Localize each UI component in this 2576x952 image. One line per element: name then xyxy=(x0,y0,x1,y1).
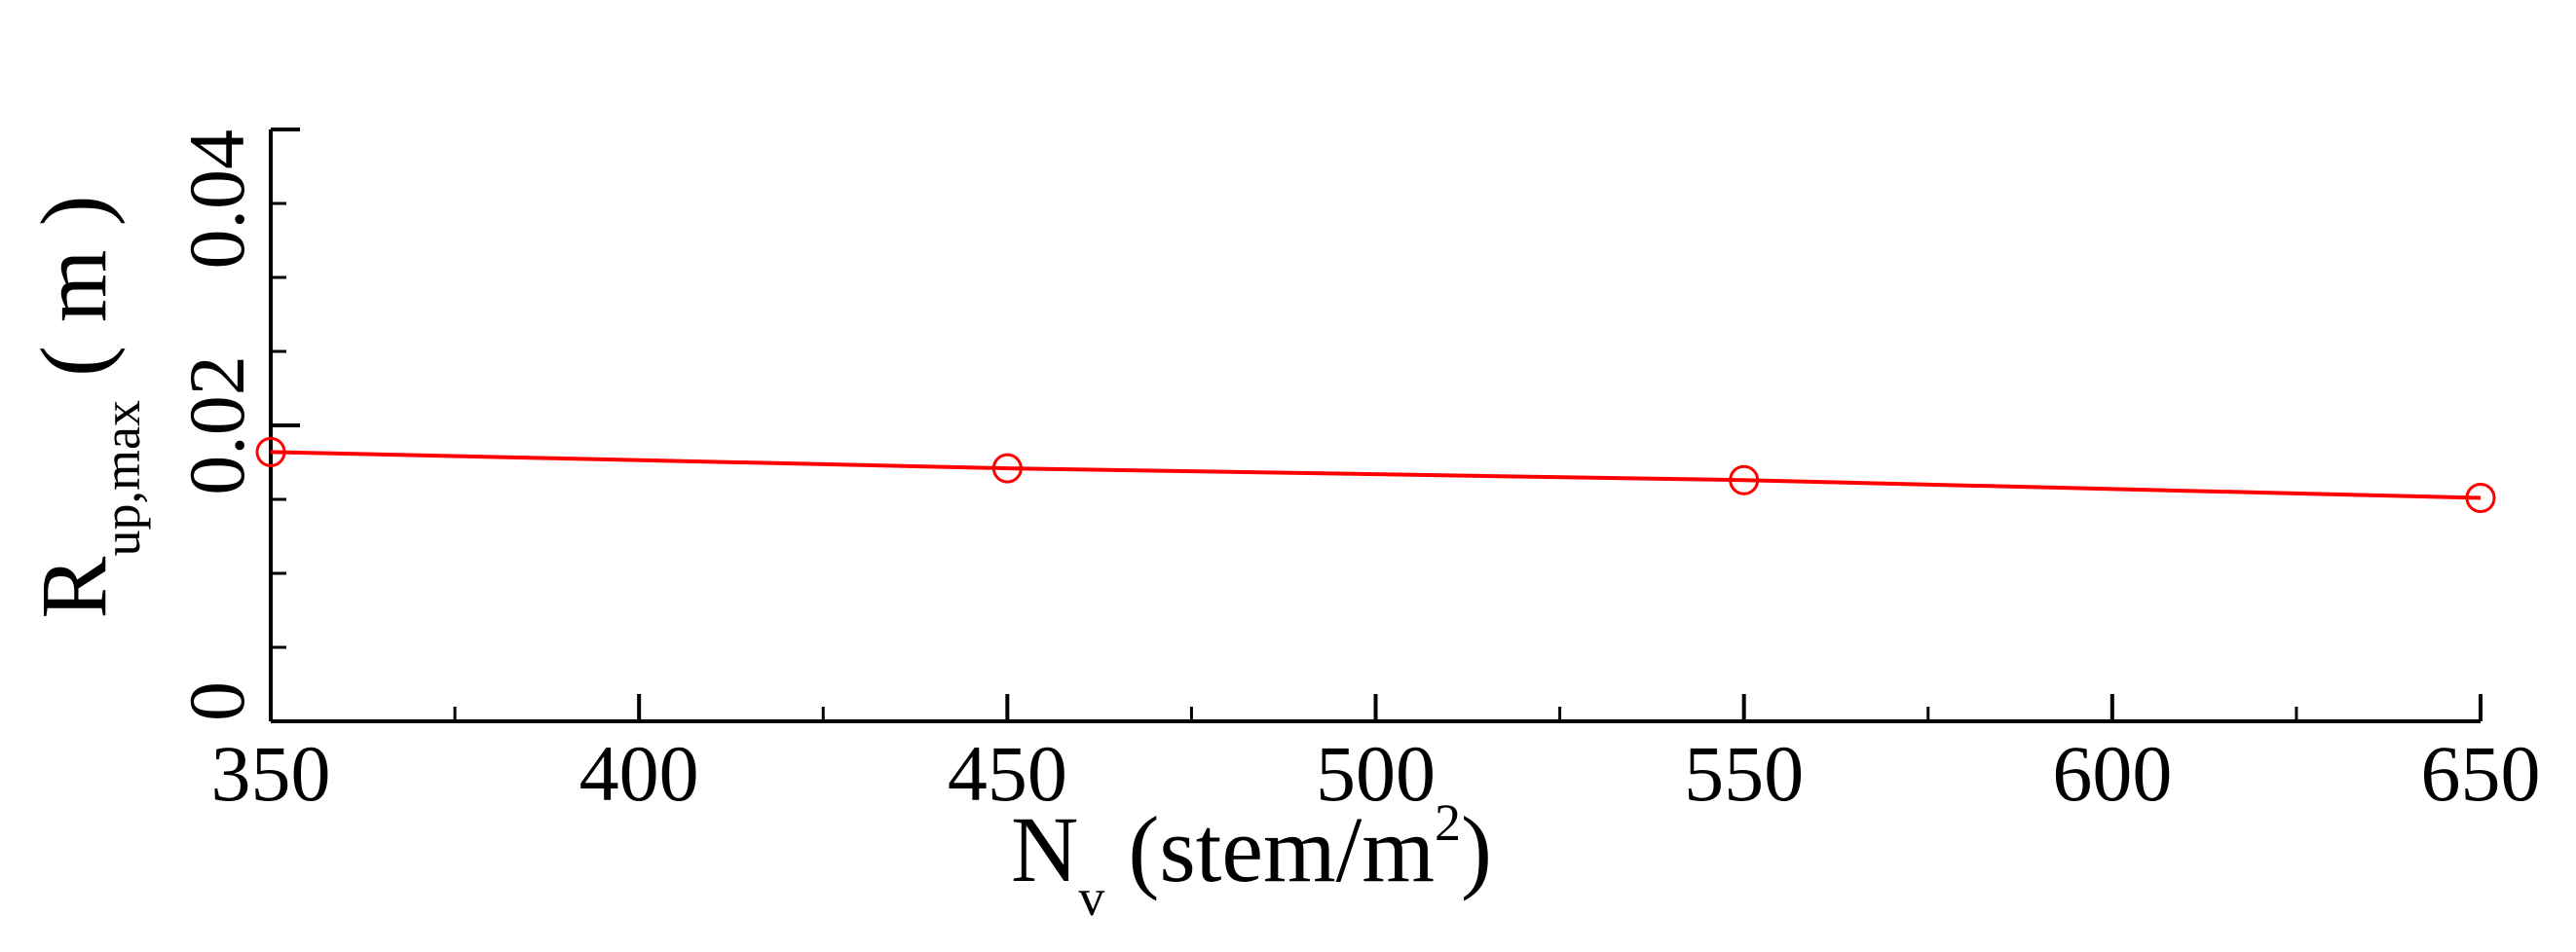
x-axis-title-sub: v xyxy=(1078,868,1104,927)
data-point xyxy=(255,436,286,467)
y-axis-title: Rup,max ( m ) xyxy=(21,195,151,618)
y-minor-ticks xyxy=(271,201,286,649)
x-tick-label: 600 xyxy=(2052,729,2172,818)
x-tick-label: 400 xyxy=(579,729,699,818)
x-tick-label: 500 xyxy=(1316,729,1436,818)
y-axis-title-sub: up,max xyxy=(93,400,151,556)
y-axis-title-main: R xyxy=(21,557,126,619)
y-tick-labels: 0 0.02 0.04 xyxy=(172,129,261,721)
data-point xyxy=(991,453,1023,484)
x-tick-label: 350 xyxy=(211,729,331,818)
x-axis-title-rest: (stem/m xyxy=(1104,797,1435,901)
y-tick-label: 0.02 xyxy=(172,355,261,495)
y-axis-title-rest: ( m ) xyxy=(21,195,126,400)
y-tick-label: 0 xyxy=(172,681,261,721)
x-axis-title-end: ) xyxy=(1461,797,1492,901)
y-major-ticks xyxy=(271,128,300,723)
x-axis-title: Nv (stem/m2) xyxy=(1011,793,1492,927)
x-axis-title-sup: 2 xyxy=(1435,793,1461,852)
x-major-ticks xyxy=(269,694,2483,721)
x-axis-title-main: N xyxy=(1011,797,1078,901)
data-point xyxy=(1729,464,1760,495)
y-tick-label: 0.04 xyxy=(172,129,261,270)
x-minor-ticks xyxy=(453,707,2298,721)
series-line xyxy=(270,450,2482,500)
x-tick-label: 650 xyxy=(2421,729,2541,818)
data-series xyxy=(255,436,2496,513)
x-tick-labels: 350 400 450 500 550 600 650 xyxy=(211,729,2541,818)
x-tick-label: 450 xyxy=(948,729,1067,818)
x-tick-label: 550 xyxy=(1684,729,1804,818)
data-point xyxy=(2465,482,2496,513)
